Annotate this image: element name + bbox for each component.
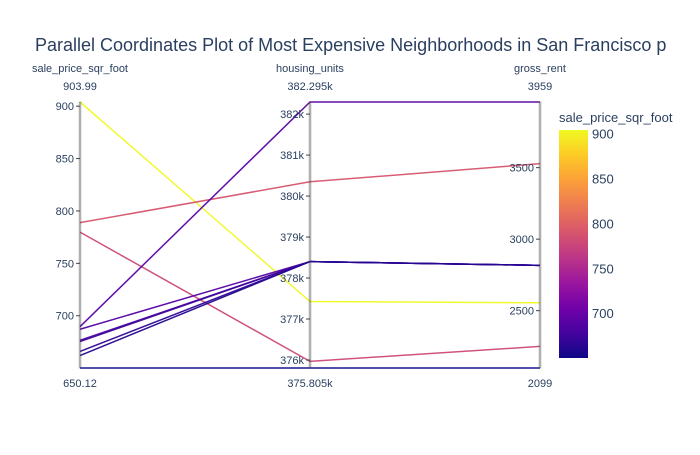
axis-tick-label: 382k — [280, 109, 304, 121]
axis-title: sale_price_sqr_foot — [32, 63, 128, 75]
colorbar-tick-label: 900 — [592, 127, 614, 142]
colorbar-tick-label: 800 — [592, 216, 614, 231]
colorbar-gradient — [559, 130, 588, 358]
axis-tick-label: 750 — [56, 258, 74, 270]
axis-tick-label: 380k — [280, 191, 304, 203]
axis-tick-label: 900 — [56, 101, 74, 113]
axis-range-min: 2099 — [528, 378, 552, 390]
axis-housing_units: housing_units 382.295k 375.805k 376k 377k 378… — [276, 63, 344, 390]
axis-tick-label: 377k — [280, 314, 304, 326]
axis-range-min: 650.12 — [63, 378, 97, 390]
axis-tick-label: 850 — [56, 154, 74, 166]
axis-tick-label: 800 — [56, 206, 74, 218]
axis-tick-label: 379k — [280, 232, 304, 244]
axis-range-min: 375.805k — [287, 378, 333, 390]
axis-tick-label: 381k — [280, 150, 304, 162]
axis-tick-label: 3500 — [510, 163, 534, 175]
colorbar-tick-label: 850 — [592, 171, 614, 186]
axis-tick-label: 700 — [56, 311, 74, 323]
axes: sale_price_sqr_foot 903.99 650.12 700 750 800… — [32, 63, 566, 390]
axis-tick-label: 3000 — [510, 234, 534, 246]
axis-title: housing_units — [276, 63, 344, 75]
axis-sale_price_sqr_foot: sale_price_sqr_foot 903.99 650.12 700 750 800… — [32, 63, 128, 390]
colorbar-tick-label: 750 — [592, 261, 614, 276]
colorbar-tick-label: 700 — [592, 306, 614, 321]
axis-tick-label: 378k — [280, 273, 304, 285]
axis-tick-label: 376k — [280, 355, 304, 367]
colorbar: sale_price_sqr_foot 700 750 800 850 900 — [559, 110, 673, 358]
axis-range-max: 382.295k — [287, 81, 333, 93]
axis-range-max: 3959 — [528, 81, 552, 93]
axis-range-max: 903.99 — [63, 81, 97, 93]
axis-title: gross_rent — [514, 63, 566, 75]
axis-gross_rent: gross_rent 3959 2099 2500 3000 3500 — [510, 63, 566, 390]
chart-title: Parallel Coordinates Plot of Most Expens… — [35, 35, 666, 55]
axis-tick-label: 2500 — [510, 306, 534, 318]
colorbar-title: sale_price_sqr_foot — [559, 110, 673, 125]
